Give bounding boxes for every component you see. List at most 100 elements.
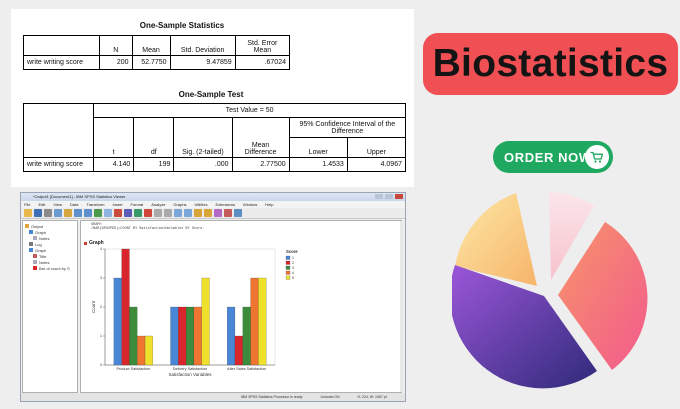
- redo-icon[interactable]: [84, 209, 92, 217]
- y-tick-label: 1: [100, 334, 102, 338]
- pie-chart-illustration: [452, 192, 648, 389]
- spss-output-tables: One-Sample Statistics N Mean Std. Deviat…: [11, 9, 414, 187]
- y-tick-label: 2: [100, 305, 102, 309]
- y-tick-label: 3: [100, 276, 102, 280]
- cell-mean: 52.7750: [131, 55, 171, 70]
- outline-node[interactable]: Notes: [25, 235, 75, 241]
- bar: [250, 277, 259, 366]
- viewer-title: *Output1 [Document1] - IBM SPSS Statisti…: [33, 194, 126, 199]
- expand-icon[interactable]: [174, 209, 182, 217]
- promote-icon[interactable]: [154, 209, 162, 217]
- graph-heading[interactable]: Graph: [84, 240, 104, 246]
- export-icon[interactable]: [54, 209, 62, 217]
- col-header-sd: Std. Deviation: [169, 35, 236, 56]
- recall-dialog-icon[interactable]: [64, 209, 72, 217]
- pie-slice-purple: [452, 265, 597, 389]
- col-header-df: df: [133, 117, 175, 158]
- vertical-scrollbar[interactable]: [400, 221, 404, 392]
- show-output-icon[interactable]: [124, 209, 132, 217]
- save-icon[interactable]: [34, 209, 42, 217]
- legend-swatch: [285, 265, 291, 270]
- order-now-button[interactable]: ORDER NOW: [493, 141, 613, 173]
- insert-title-icon[interactable]: [224, 209, 232, 217]
- designate-window-icon[interactable]: [134, 209, 142, 217]
- syntax-block: GRAPH /BAR(GROUPED)=COUNT BY Satisfactio…: [91, 223, 205, 231]
- select-last-output-icon[interactable]: [144, 209, 152, 217]
- legend-swatch: [285, 255, 291, 260]
- window-controls: [375, 194, 403, 199]
- col-header-t: t: [93, 117, 135, 158]
- menu-help[interactable]: Help: [265, 202, 274, 207]
- test-row-label: write writing score: [22, 157, 95, 172]
- status-processor: IBM SPSS Statistics Processor is ready: [241, 395, 303, 399]
- bar: [113, 277, 122, 366]
- arrow-icon: [84, 241, 87, 245]
- demote-icon[interactable]: [164, 209, 172, 217]
- col-header-se: Std. Error Mean: [234, 35, 291, 56]
- collapse-icon[interactable]: [184, 209, 192, 217]
- menu-format[interactable]: Format: [130, 202, 144, 207]
- menu-extensions[interactable]: Extensions: [215, 202, 236, 207]
- y-axis-label: Count: [91, 300, 96, 313]
- minimize-icon[interactable]: [375, 194, 383, 199]
- print-icon[interactable]: [44, 209, 52, 217]
- bar: [137, 335, 146, 366]
- menu-utilities[interactable]: Utilities: [194, 202, 208, 207]
- col-header-mean-diff: Mean Difference: [231, 117, 290, 158]
- goto-data-icon[interactable]: [94, 209, 102, 217]
- spss-viewer-window: *Output1 [Document1] - IBM SPSS Statisti…: [20, 192, 406, 402]
- outline-node[interactable]: Bar of count by S: [25, 265, 75, 271]
- hide-icon[interactable]: [204, 209, 212, 217]
- outline-node[interactable]: Graph: [25, 247, 75, 253]
- cell-sig: .000: [173, 157, 233, 172]
- col-header-blank: [23, 35, 100, 56]
- menu-file[interactable]: File: [24, 202, 31, 207]
- outline-node[interactable]: Log: [25, 241, 75, 247]
- menu-edit[interactable]: Edit: [38, 202, 46, 207]
- cell-df: 199: [133, 157, 175, 172]
- open-icon[interactable]: [24, 209, 32, 217]
- title-icon: [33, 254, 37, 258]
- bar: [227, 306, 236, 366]
- cell-upper: 4.0967: [346, 157, 407, 172]
- outline-node[interactable]: Title: [25, 253, 75, 259]
- cell-t: 4.140: [93, 157, 135, 172]
- outline-node-output[interactable]: Output: [25, 223, 75, 229]
- banner-title: Biostatistics: [432, 42, 669, 85]
- outline-pane: Output Graph Notes Log Graph Title Notes…: [22, 220, 78, 393]
- status-unicode: Unicode:ON: [320, 395, 340, 399]
- biostatistics-banner: Biostatistics: [423, 33, 678, 95]
- menu-insert[interactable]: Insert: [112, 202, 123, 207]
- y-tick-label: 0: [100, 363, 102, 367]
- menu-window[interactable]: Window: [243, 202, 258, 207]
- status-size: H: 224, W: 1067 pt: [357, 395, 387, 399]
- col-header-sig: Sig. (2-tailed): [173, 117, 233, 158]
- undo-icon[interactable]: [74, 209, 82, 217]
- cell-lower: 1.4533: [288, 157, 348, 172]
- cell-se: .67024: [234, 55, 291, 70]
- row-label: write writing score: [23, 55, 100, 70]
- legend-label: 5: [292, 276, 294, 280]
- bar: [178, 306, 187, 366]
- menu-view[interactable]: View: [53, 202, 62, 207]
- insert-heading-icon[interactable]: [214, 209, 222, 217]
- pie-slice-pink: [549, 192, 594, 280]
- menu-data[interactable]: Data: [69, 202, 79, 207]
- maximize-icon[interactable]: [385, 194, 393, 199]
- bar: [121, 248, 130, 366]
- menu-transform[interactable]: Transform: [86, 202, 105, 207]
- close-icon[interactable]: [395, 194, 403, 199]
- outline-node[interactable]: Notes: [25, 259, 75, 265]
- menu-graphs[interactable]: Graphs: [173, 202, 187, 207]
- insert-text-icon[interactable]: [234, 209, 242, 217]
- outline-node[interactable]: Graph: [25, 229, 75, 235]
- menu-analyze[interactable]: Analyze: [151, 202, 166, 207]
- test-value-header: Test Value = 50: [93, 103, 406, 118]
- viewer-titlebar: *Output1 [Document1] - IBM SPSS Statisti…: [21, 193, 405, 201]
- goto-case-icon[interactable]: [104, 209, 112, 217]
- one-sample-test-table: Test Value = 50 t df Sig. (2-tailed) Mea…: [22, 103, 407, 172]
- one-sample-statistics-title: One-Sample Statistics: [139, 21, 225, 30]
- show-icon[interactable]: [194, 209, 202, 217]
- variables-icon[interactable]: [114, 209, 122, 217]
